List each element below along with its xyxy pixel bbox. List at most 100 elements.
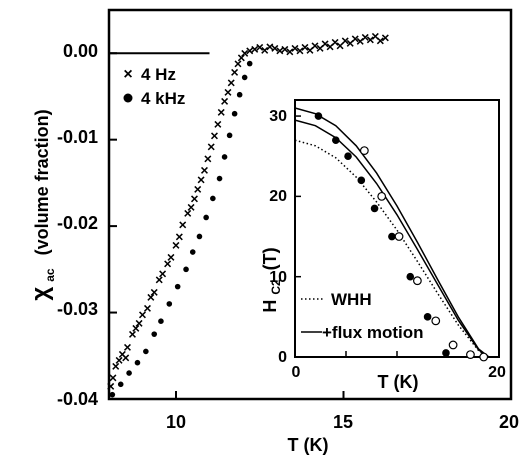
cross-data-point: × bbox=[207, 139, 215, 155]
main-y-axis-title: χ ac (volume fraction) bbox=[27, 109, 58, 300]
dot-data-point bbox=[236, 91, 243, 98]
cross-data-point: × bbox=[296, 43, 304, 59]
inset-open-point bbox=[394, 232, 404, 241]
legend-marker-dot bbox=[123, 93, 133, 103]
y-title-sub: ac bbox=[43, 268, 57, 282]
main-y-tick-labels: 0.00 -0.01 -0.02 -0.03 -0.04 bbox=[57, 41, 98, 409]
cross-data-point: × bbox=[241, 45, 249, 61]
y-tick-label: 0.00 bbox=[63, 41, 98, 61]
dot-data-point bbox=[183, 266, 189, 273]
y-title-chi: χ bbox=[27, 287, 54, 301]
cross-data-point: × bbox=[164, 255, 172, 271]
cross-data-point: × bbox=[316, 40, 324, 56]
cross-data-point: × bbox=[361, 29, 369, 45]
inset-y-tick-label: 10 bbox=[269, 269, 287, 286]
legend-marker-cross: × bbox=[123, 66, 132, 83]
cross-data-point: × bbox=[331, 34, 339, 50]
cross-data-point: × bbox=[112, 358, 120, 374]
cross-data-point: × bbox=[135, 315, 143, 331]
x-tick-label: 10 bbox=[166, 412, 186, 432]
cross-data-point: × bbox=[286, 43, 294, 59]
inset-filled-point bbox=[332, 136, 340, 144]
cross-data-point: × bbox=[301, 39, 309, 55]
cross-data-point: × bbox=[276, 43, 284, 59]
cross-data-point: × bbox=[214, 116, 222, 132]
inset-open-point bbox=[377, 191, 387, 201]
main-plot-frame bbox=[107, 8, 513, 401]
cross-data-point: × bbox=[231, 64, 239, 80]
dot-data-point bbox=[189, 249, 196, 255]
whh-curve bbox=[294, 139, 488, 358]
inset-legend-whh: WHH bbox=[331, 290, 372, 309]
cross-data-point: × bbox=[115, 352, 123, 368]
dot-data-point bbox=[241, 74, 248, 81]
inset-y-title-rest: (T) bbox=[260, 247, 280, 270]
inset-legend: WHH +flux motion bbox=[301, 290, 424, 342]
cross-data-point: × bbox=[336, 37, 344, 53]
cross-data-point: × bbox=[159, 266, 167, 282]
cross-data-point: × bbox=[138, 306, 146, 322]
dot-data-point bbox=[109, 391, 116, 398]
dot-data-point bbox=[196, 233, 203, 240]
inset-filled-point bbox=[344, 152, 352, 161]
inset-y-tick-label: 20 bbox=[269, 188, 287, 205]
inset-open-point bbox=[479, 352, 489, 362]
main-x-tick-labels: 10 15 20 bbox=[166, 412, 519, 432]
cross-data-point: × bbox=[356, 33, 364, 49]
cross-data-point: × bbox=[266, 38, 274, 54]
dot-data-point bbox=[231, 110, 238, 117]
cross-data-point: × bbox=[381, 30, 389, 46]
y-tick-label: -0.04 bbox=[57, 389, 98, 409]
dot-data-point bbox=[117, 381, 124, 388]
cross-data-point: × bbox=[234, 56, 242, 72]
cross-data-point: × bbox=[107, 378, 115, 394]
cross-data-point: × bbox=[187, 199, 195, 215]
cross-data-point: × bbox=[179, 216, 187, 232]
cross-data-point: × bbox=[341, 32, 349, 48]
dot-data-point bbox=[143, 348, 149, 355]
inset-y-tick-label: 0 bbox=[278, 349, 287, 366]
cross-data-point: × bbox=[175, 228, 183, 244]
y-tick-label: -0.03 bbox=[57, 299, 98, 319]
cross-data-point: × bbox=[132, 320, 140, 336]
inset-y-title-h: H bbox=[260, 300, 280, 313]
inset-data-points bbox=[314, 112, 489, 362]
inset-y-axis-title: H C2 (T) bbox=[260, 247, 284, 312]
dot-data-point bbox=[174, 283, 181, 290]
inset-open-point bbox=[466, 350, 475, 359]
cross-data-point: × bbox=[251, 41, 259, 57]
main-data-points: ××××××××××××××××××××××××××××××××××××××××… bbox=[107, 28, 389, 398]
dot-data-point bbox=[203, 214, 209, 221]
cross-data-point: × bbox=[143, 300, 151, 316]
cross-data-point: × bbox=[256, 39, 264, 55]
dot-data-point bbox=[216, 175, 223, 182]
cross-data-point: × bbox=[109, 369, 117, 385]
cross-data-point: × bbox=[204, 151, 212, 167]
inset-chart: H C2 (T) 0 10 20 30 0 20 T (K) WHH +flux… bbox=[260, 99, 506, 392]
cross-data-point: × bbox=[190, 190, 198, 206]
inset-filled-point bbox=[357, 176, 366, 185]
cross-data-point: × bbox=[291, 40, 299, 56]
cross-data-point: × bbox=[261, 42, 269, 58]
legend-label-4khz: 4 kHz bbox=[141, 89, 185, 108]
dot-data-point bbox=[226, 132, 233, 139]
inset-plot-frame bbox=[294, 99, 500, 358]
cross-data-point: × bbox=[227, 75, 235, 91]
y-tick-label: -0.02 bbox=[57, 213, 98, 233]
cross-data-point: × bbox=[371, 28, 379, 44]
cross-data-point: × bbox=[194, 181, 202, 197]
dot-data-point bbox=[151, 331, 158, 337]
inset-y-tick-labels: 0 10 20 30 bbox=[269, 108, 287, 366]
dot-data-point bbox=[134, 359, 141, 366]
cross-data-point: × bbox=[326, 38, 334, 54]
cross-data-point: × bbox=[210, 127, 218, 143]
cross-data-point: × bbox=[366, 31, 374, 47]
inset-open-point bbox=[359, 146, 369, 155]
inset-filled-point bbox=[423, 313, 432, 321]
cross-data-point: × bbox=[118, 346, 126, 362]
inset-filled-point bbox=[388, 232, 396, 241]
y-tick-label: -0.01 bbox=[57, 127, 98, 147]
svg-text:χ ac (volume fract: χ ac (volume fraction) bbox=[27, 109, 58, 300]
svg-text:H C2 (T): H C2 (T) bbox=[260, 247, 284, 312]
